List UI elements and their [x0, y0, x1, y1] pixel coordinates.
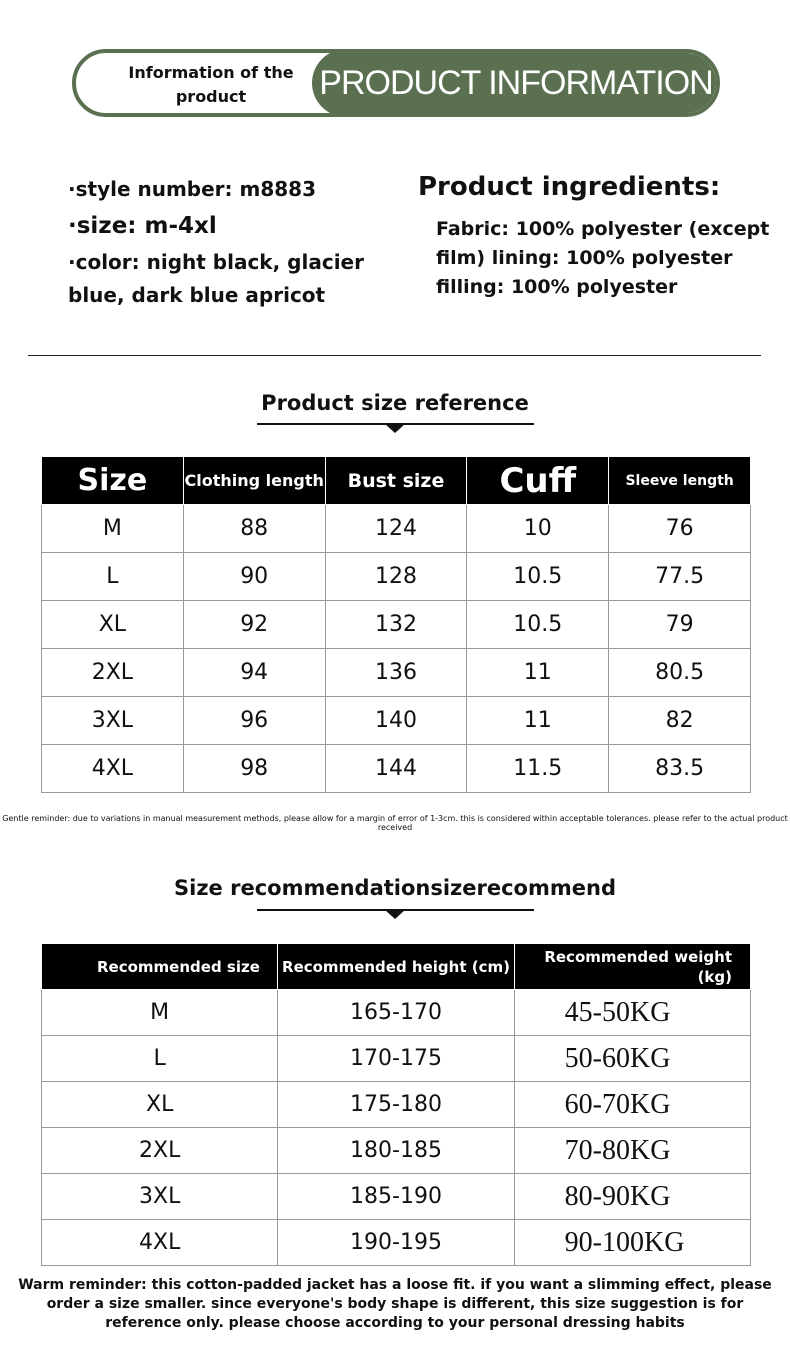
table-cell: XL [40, 1081, 279, 1128]
table-cell: 77.5 [608, 552, 751, 601]
table-cell: 175-180 [277, 1081, 515, 1128]
table-cell: 10.5 [466, 552, 610, 601]
table-cell: 45-50KG [513, 989, 752, 1036]
header-rec-weight: Recommended weight (kg) [513, 943, 752, 990]
table-row: 3XL 185-190 80-90KG [40, 1173, 752, 1220]
recommend-title: Size recommendationsizerecommend [174, 876, 616, 900]
warm-reminder: Warm reminder: this cotton-padded jacket… [18, 1277, 772, 1331]
banner-title: PRODUCT INFORMATION [312, 53, 716, 113]
header-bust: Bust size [324, 456, 468, 505]
table-row: 3XL 96 140 11 82 [41, 696, 751, 745]
color-options: ·color: night black, glacier blue, dark … [68, 250, 364, 307]
table-cell: 11 [466, 696, 610, 745]
arrow-down-icon [385, 424, 405, 433]
table-cell: 80.5 [608, 648, 751, 697]
table-cell: 2XL [40, 1127, 279, 1174]
table-cell: 11.5 [466, 744, 610, 793]
table-header: Size Clothing length Bust size Cuff Slee… [41, 456, 751, 505]
table-row: M 165-170 45-50KG [40, 989, 752, 1036]
table-cell: 124 [324, 504, 468, 553]
table-cell: 60-70KG [513, 1081, 752, 1128]
table-cell: M [40, 989, 279, 1036]
table-cell: 3XL [41, 696, 184, 745]
table-row: L 170-175 50-60KG [40, 1035, 752, 1082]
table-row: XL 175-180 60-70KG [40, 1081, 752, 1128]
table-row: M 88 124 10 76 [41, 504, 751, 553]
table-cell: 180-185 [277, 1127, 515, 1174]
ingredients-text: Fabric: 100% polyester (except film) lin… [436, 218, 770, 298]
table-cell: 190-195 [277, 1219, 515, 1266]
divider [28, 355, 761, 356]
table-cell: L [40, 1035, 279, 1082]
table-row: 4XL 98 144 11.5 83.5 [41, 744, 751, 793]
table-row: 2XL 180-185 70-80KG [40, 1127, 752, 1174]
table-cell: 70-80KG [513, 1127, 752, 1174]
table-cell: L [41, 552, 184, 601]
table-row: 2XL 94 136 11 80.5 [41, 648, 751, 697]
recommend-table: Recommended size Recommended height (cm)… [40, 943, 752, 1266]
header-length: Clothing length [182, 456, 326, 505]
table-cell: 140 [324, 696, 468, 745]
size-reference-table: Size Clothing length Bust size Cuff Slee… [41, 456, 751, 793]
product-specs: ·style number: m8883 ·size: m-4xl ·color… [68, 173, 398, 312]
table-cell: 185-190 [277, 1173, 515, 1220]
table-cell: 136 [324, 648, 468, 697]
table-cell: 170-175 [277, 1035, 515, 1082]
table-cell: 90-100KG [513, 1219, 752, 1266]
table-cell: 94 [182, 648, 326, 697]
table-cell: 165-170 [277, 989, 515, 1036]
table-header: Recommended size Recommended height (cm)… [40, 943, 752, 990]
table-cell: 88 [182, 504, 326, 553]
header-sleeve: Sleeve length [608, 456, 751, 505]
header-banner: Information of the product PRODUCT INFOR… [72, 49, 720, 117]
table-cell: M [41, 504, 184, 553]
table-cell: 76 [608, 504, 751, 553]
banner-subtitle: Information of the product [128, 63, 294, 106]
table-cell: 79 [608, 600, 751, 649]
size-reference-title: Product size reference [261, 391, 529, 415]
table-cell: 98 [182, 744, 326, 793]
header-cuff: Cuff [466, 456, 610, 505]
table-cell: 144 [324, 744, 468, 793]
table-cell: 10.5 [466, 600, 610, 649]
gentle-reminder: Gentle reminder: due to variations in ma… [2, 814, 788, 832]
table-row: 4XL 190-195 90-100KG [40, 1219, 752, 1266]
table-cell: 10 [466, 504, 610, 553]
table-cell: 132 [324, 600, 468, 649]
table-cell: 4XL [41, 744, 184, 793]
table-cell: 82 [608, 696, 751, 745]
table-cell: 11 [466, 648, 610, 697]
header-rec-height: Recommended height (cm) [277, 943, 515, 990]
header-size: Size [41, 456, 184, 505]
table-cell: 80-90KG [513, 1173, 752, 1220]
size-range: ·size: m-4xl [68, 213, 217, 239]
table-cell: 3XL [40, 1173, 279, 1220]
table-cell: 4XL [40, 1219, 279, 1266]
table-cell: XL [41, 600, 184, 649]
table-cell: 2XL [41, 648, 184, 697]
arrow-down-icon [385, 910, 405, 919]
table-cell: 50-60KG [513, 1035, 752, 1082]
table-cell: 128 [324, 552, 468, 601]
table-row: L 90 128 10.5 77.5 [41, 552, 751, 601]
style-number: ·style number: m8883 [68, 177, 317, 201]
table-cell: 92 [182, 600, 326, 649]
table-cell: 90 [182, 552, 326, 601]
table-cell: 83.5 [608, 744, 751, 793]
table-cell: 96 [182, 696, 326, 745]
ingredients-title: Product ingredients: [418, 172, 721, 202]
header-rec-size: Recommended size [40, 943, 279, 990]
table-row: XL 92 132 10.5 79 [41, 600, 751, 649]
